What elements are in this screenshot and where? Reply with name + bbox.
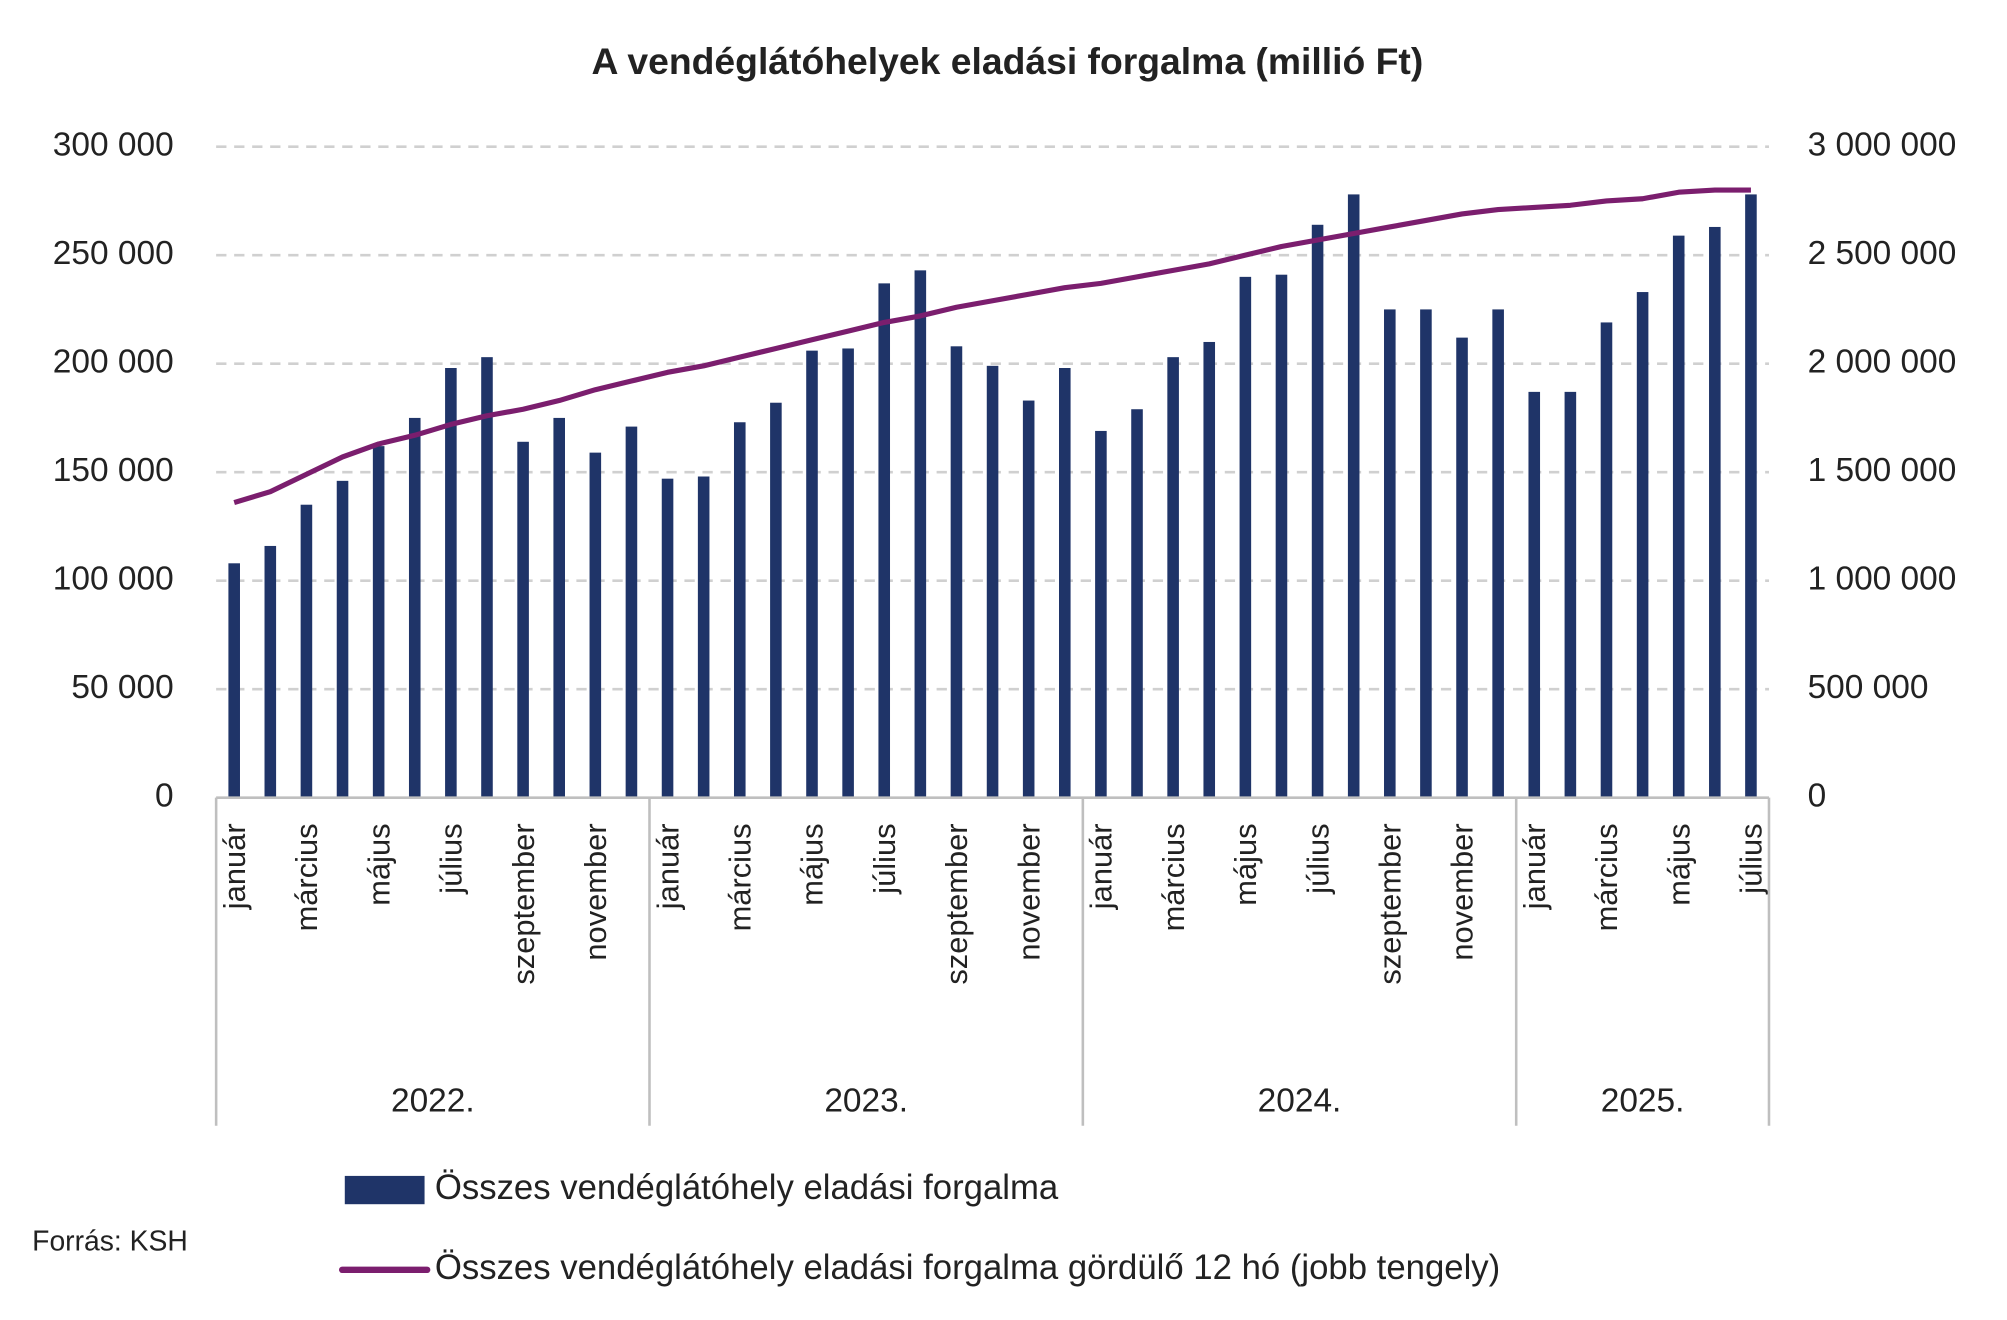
x-tick-label: május [361,823,396,905]
legend-label: Összes vendéglátóhely eladási forgalma [435,1169,1059,1207]
bar [264,545,277,798]
bar [986,365,999,798]
year-label: 2022. [391,1082,475,1119]
bar [1275,274,1288,798]
bar [300,504,313,798]
x-tick-label: szeptember [1373,823,1408,984]
bar [228,563,240,798]
bar [408,417,421,798]
x-tick-label: május [795,823,830,905]
x-tick-label: március [1589,823,1624,931]
x-tick-label: május [1228,823,1263,905]
legend-swatch [344,1175,425,1205]
year-label: 2025. [1601,1082,1685,1119]
x-tick-label: március [289,823,324,931]
y-tick-label: 150 000 [53,452,174,489]
bar [661,478,674,798]
bar [1672,235,1685,798]
chart-title: A vendéglátóhelyek eladási forgalma (mil… [591,40,1423,82]
bar [553,417,565,798]
y2-tick-label: 3 000 000 [1808,127,1957,164]
bar [1131,409,1143,798]
x-tick-label: március [723,823,758,931]
bar [1564,391,1577,798]
x-tick-label: március [1156,823,1191,931]
bar [1600,322,1613,798]
bar [1745,194,1757,798]
y-tick-label: 0 [155,778,174,815]
bar [697,476,710,798]
y-tick-label: 250 000 [53,235,174,272]
x-tick-label: szeptember [939,823,974,984]
y2-tick-label: 1 500 000 [1808,452,1957,489]
bar [806,350,818,798]
bar [336,480,349,798]
x-tick-label: július [1300,823,1335,894]
bar [1636,292,1649,798]
bar [878,283,891,798]
bar [481,357,493,798]
legend-label: Összes vendéglátóhely eladási forgalma g… [435,1249,1500,1287]
source: Forrás: KSH [32,1224,188,1256]
x-tick-label: január [650,823,685,910]
bar [1095,430,1107,798]
bar [950,346,963,798]
y-tick-label: 100 000 [53,561,174,598]
x-tick-label: szeptember [506,823,541,984]
x-tick-label: január [1517,823,1552,910]
line [233,187,1751,506]
bar [1528,391,1541,798]
y-tick-label: 50 000 [71,669,173,706]
bar [1384,309,1396,798]
x-tick-label: november [1445,823,1480,960]
bar [1239,276,1252,798]
bar [1456,337,1468,798]
bar [1492,309,1504,798]
x-tick-label: július [1734,823,1769,894]
bar [445,368,457,798]
x-tick-label: november [578,823,613,960]
year-label: 2023. [824,1082,908,1119]
x-tick-label: január [1084,823,1119,910]
bar [842,348,854,798]
y2-tick-label: 0 [1808,778,1827,815]
bar [1203,341,1216,798]
bar [589,452,602,798]
x-tick-label: január [217,823,252,910]
bar [733,422,746,798]
y2-tick-label: 2 500 000 [1808,235,1957,272]
bar [914,270,927,798]
year-label: 2024. [1258,1082,1342,1119]
x-tick-label: november [1011,823,1046,960]
y2-tick-label: 1 000 000 [1808,561,1957,598]
x-tick-label: július [434,823,469,894]
bar [1059,368,1071,798]
bar [372,446,385,798]
y-tick-label: 300 000 [53,127,174,164]
bar [770,402,782,798]
x-tick-label: július [867,823,902,894]
bar [1167,357,1179,798]
x-tick-label: május [1661,823,1696,905]
bar [1420,309,1432,798]
bar [1022,400,1035,798]
bar [517,441,529,798]
bar [1709,226,1721,798]
y-tick-label: 200 000 [53,344,174,381]
bar [625,426,638,798]
bar [1347,194,1360,798]
y2-tick-label: 2 000 000 [1808,344,1957,381]
y2-tick-label: 500 000 [1808,669,1929,706]
bar [1311,224,1324,798]
